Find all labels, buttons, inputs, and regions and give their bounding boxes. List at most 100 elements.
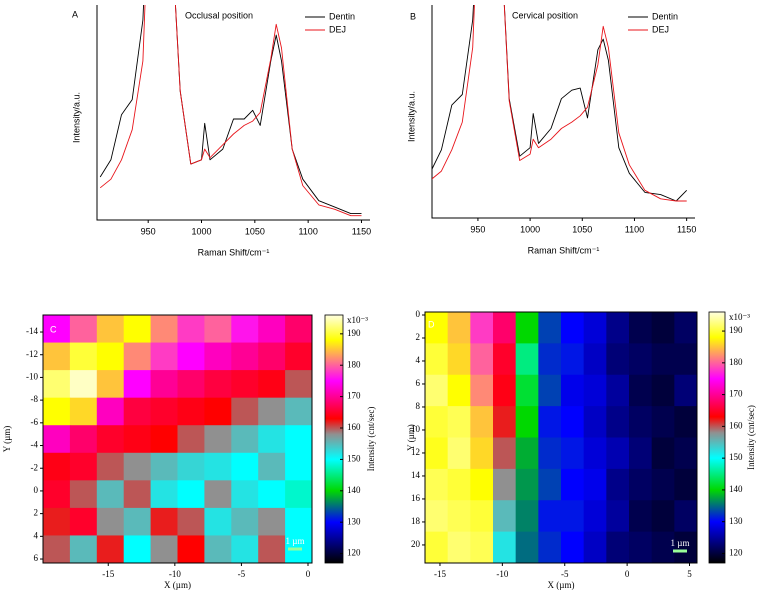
- heatmap-cell: [674, 500, 697, 532]
- y-axis-label: Y (µm): [406, 424, 416, 451]
- heatmap-cell: [70, 535, 97, 563]
- heatmap-cell: [43, 315, 70, 343]
- panel-label: D: [428, 319, 435, 329]
- x-tick-label: 1100: [625, 224, 644, 234]
- colorbar-tick-label: 150: [347, 453, 361, 463]
- heatmap-cell: [674, 469, 697, 501]
- heatmap-cell: [425, 406, 448, 438]
- heatmap-cell: [493, 375, 516, 407]
- x-tick-label: 950: [470, 224, 485, 234]
- colorbar-tick-label: 150: [729, 452, 743, 462]
- colorbar: [709, 312, 725, 563]
- colorbar-tick-label: 140: [729, 484, 743, 494]
- heatmap-cell: [97, 480, 124, 508]
- x-tick-label: 0: [625, 569, 630, 579]
- x-tick-label: 1000: [191, 226, 211, 236]
- heatmap-cell: [151, 453, 178, 481]
- y-tick-label: 6: [34, 553, 39, 563]
- heatmap-cell: [204, 425, 231, 453]
- heatmap-cell: [516, 406, 539, 438]
- heatmap-cell: [258, 370, 285, 398]
- heatmap-cell: [204, 453, 231, 481]
- heatmap-cell: [425, 500, 448, 532]
- heatmap-cell: [584, 406, 607, 438]
- colorbar-tick-label: 180: [729, 357, 743, 367]
- heatmap-cell: [674, 343, 697, 375]
- colorbar-tick-label: 160: [729, 420, 743, 430]
- heatmap-cell: [629, 532, 652, 564]
- heatmap-cell: [538, 406, 561, 438]
- y-tick-label: 2: [34, 508, 39, 518]
- heatmap-cell: [493, 438, 516, 470]
- heatmap-cell: [97, 425, 124, 453]
- heatmap-cell: [584, 343, 607, 375]
- heatmap-cell: [448, 469, 471, 501]
- legend-label: DEJ: [329, 24, 346, 34]
- colorbar-tick-label: 120: [347, 548, 361, 558]
- heatmap-cell: [561, 406, 584, 438]
- heatmap-cell: [629, 438, 652, 470]
- heatmap-cell: [629, 469, 652, 501]
- heatmap-cell: [231, 398, 258, 426]
- colorbar-tick-label: 120: [729, 548, 743, 558]
- heatmap-cell: [561, 438, 584, 470]
- heatmap-cell: [470, 312, 493, 344]
- heatmap-cell: [97, 315, 124, 343]
- heatmap-cell: [151, 370, 178, 398]
- heatmap-cell: [448, 312, 471, 344]
- x-axis-label: X (µm): [548, 580, 575, 590]
- heatmap-cell: [70, 343, 97, 371]
- heatmap-cell: [97, 535, 124, 563]
- y-tick-label: 2: [416, 332, 421, 342]
- colorbar-tick-label: 160: [347, 422, 361, 432]
- scale-bar-label: 1 µm: [671, 538, 690, 548]
- heatmap-cell: [124, 370, 151, 398]
- heatmap-cell: [43, 480, 70, 508]
- axes: [97, 5, 370, 220]
- heatmap-cell: [151, 508, 178, 536]
- scale-bar-label: 1 µm: [286, 536, 305, 546]
- heatmap-cell: [258, 535, 285, 563]
- heatmap-cell: [97, 370, 124, 398]
- heatmap-cell: [425, 438, 448, 470]
- y-tick-label: 4: [416, 355, 421, 365]
- colorbar-label: Intensity (cnt/sec): [366, 407, 376, 472]
- heatmap-cell: [285, 398, 312, 426]
- heatmap-cell: [493, 532, 516, 564]
- heatmap-cell: [584, 469, 607, 501]
- y-tick-label: 6: [416, 378, 421, 388]
- heatmap-cell: [285, 453, 312, 481]
- x-tick-label: 1050: [245, 226, 265, 236]
- heatmap-cell: [258, 398, 285, 426]
- heatmap-cell: [606, 375, 629, 407]
- x-tick-label: -15: [102, 569, 114, 579]
- heatmap-cell: [178, 425, 205, 453]
- heatmap-cell: [231, 425, 258, 453]
- heatmap-cell: [231, 370, 258, 398]
- spectrum-line: [431, 0, 687, 201]
- heatmap-cell: [178, 398, 205, 426]
- heatmap-cell: [178, 453, 205, 481]
- colorbar-tick-label: 130: [347, 516, 361, 526]
- heatmap-cell: [606, 438, 629, 470]
- heatmap-cell: [448, 532, 471, 564]
- heatmap-cell: [204, 343, 231, 371]
- heatmap-cell: [470, 469, 493, 501]
- heatmap-cell: [70, 425, 97, 453]
- heatmap-cell: [470, 343, 493, 375]
- heatmap-cell: [285, 480, 312, 508]
- heatmap-cell: [97, 508, 124, 536]
- heatmap-cell: [70, 315, 97, 343]
- heatmap-cell: [425, 469, 448, 501]
- y-axis-label: Y (µm): [2, 426, 12, 453]
- heatmap-cell: [258, 315, 285, 343]
- heatmap-cell: [124, 453, 151, 481]
- heatmap-cell: [124, 508, 151, 536]
- heatmap-cell: [70, 370, 97, 398]
- heatmap-cell: [124, 535, 151, 563]
- heatmap-cell: [285, 425, 312, 453]
- heatmap-cell: [151, 398, 178, 426]
- heatmap-cell: [97, 343, 124, 371]
- heatmap-cell: [470, 438, 493, 470]
